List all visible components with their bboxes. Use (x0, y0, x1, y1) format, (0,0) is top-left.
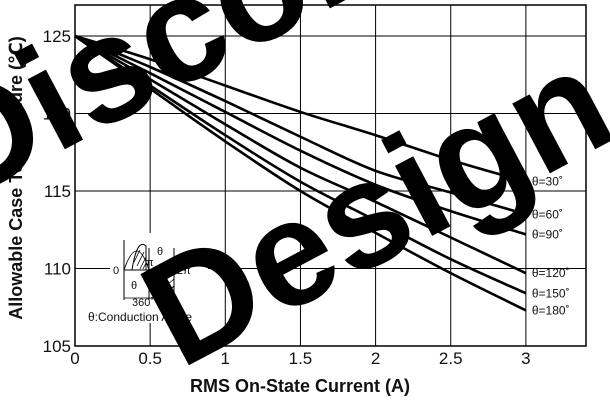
x-tick-labels: 0 0.5 1 1.5 2 2.5 3 (70, 349, 530, 368)
y-tick-labels: 105 110 115 120 125 (43, 27, 71, 356)
inset-label-2pi: 2π (177, 265, 191, 277)
inset-caption: θ:Conduction Angle (88, 310, 192, 324)
x-tick-label: 2 (371, 349, 380, 368)
series-label-1: θ=30˚ (532, 175, 563, 189)
series-line-2 (74, 34, 527, 216)
inset-label-pi: π (146, 257, 154, 269)
series-label-6: θ=180˚ (532, 303, 570, 317)
series-labels: θ=30˚ θ=60˚ θ=90˚ θ=120˚ θ=150˚ θ=180˚ (532, 175, 570, 318)
y-tick-label: 105 (43, 337, 71, 356)
series-line-3 (74, 34, 527, 236)
series-lines (74, 34, 527, 312)
plot-frame (74, 4, 587, 347)
series-label-2: θ=60˚ (532, 207, 563, 221)
y-tick-label: 110 (44, 260, 71, 279)
series-label-5: θ=150˚ (532, 286, 570, 300)
x-tick-label: 2.5 (439, 349, 463, 368)
inset-label-zero: 0 (113, 265, 119, 277)
x-tick-label: 3 (521, 349, 530, 368)
series-line-5 (74, 34, 527, 295)
series-label-3: θ=90˚ (532, 227, 563, 241)
conduction-angle-inset: 0 π 2π θ θ 360˚ θ:Conduction Angle (88, 233, 208, 324)
x-tick-label: 1.5 (289, 349, 313, 368)
inset-label-theta-top: θ (157, 246, 163, 258)
y-tick-label: 120 (43, 105, 71, 124)
x-tick-label: 0 (70, 349, 79, 368)
series-line-4 (74, 34, 527, 275)
x-tick-label: 1 (221, 349, 230, 368)
y-tick-label: 115 (44, 182, 71, 201)
x-axis-title: RMS On-State Current (A) (190, 376, 410, 396)
inset-label-360: 360˚ (132, 297, 154, 309)
series-label-4: θ=120˚ (532, 266, 570, 280)
y-axis-title: Allowable Case Temperature (℃) (6, 36, 26, 320)
series-line-6 (74, 34, 527, 312)
y-tick-label: 125 (43, 27, 71, 46)
x-tick-label: 0.5 (138, 349, 162, 368)
inset-label-theta-mid: θ (131, 280, 137, 292)
series-line-1 (74, 34, 527, 183)
